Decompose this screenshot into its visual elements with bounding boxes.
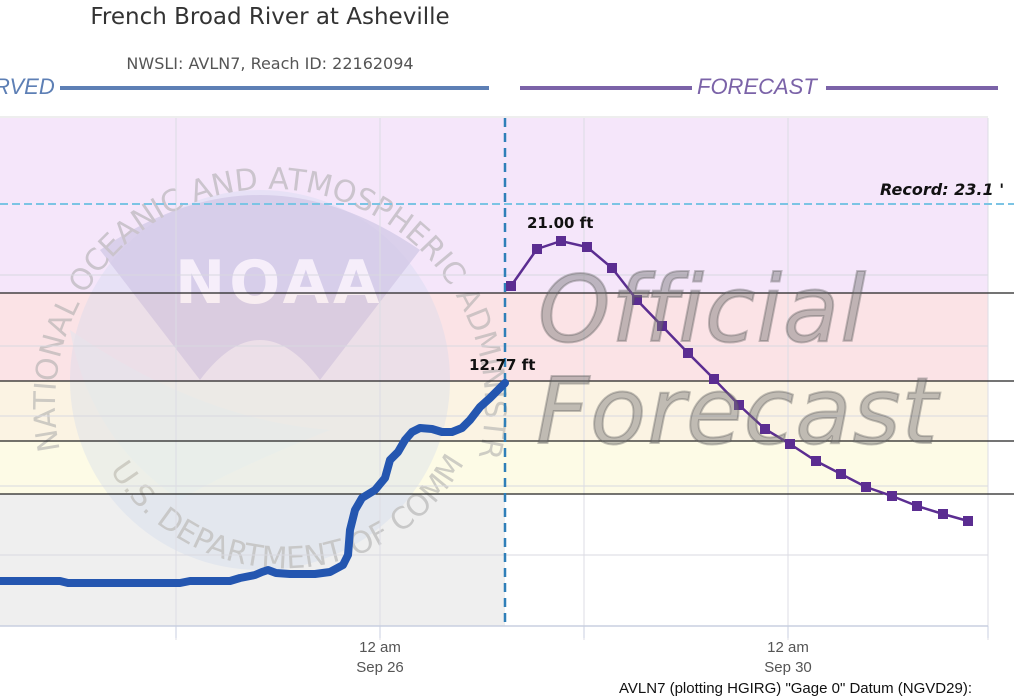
- observed-stage-line: [0, 379, 509, 587]
- svg-text:NOAA: NOAA: [175, 248, 383, 318]
- moderate-flood-band: [0, 293, 988, 381]
- record-label: Record: 23.1 ': [880, 180, 1005, 199]
- x-tick-sep26: 12 am Sep 26: [340, 638, 420, 678]
- datum-info: AVLN7 (plotting HGIRG) "Gage 0" Datum (N…: [619, 680, 972, 697]
- forecast-peak-label: 21.00 ft: [527, 214, 594, 232]
- observed-last-label: 12.77 ft: [469, 356, 536, 374]
- forecast-rule-left: [520, 86, 692, 90]
- observed-rule: [60, 86, 489, 90]
- official-watermark: Official: [537, 255, 867, 364]
- forecast-watermark: Forecast: [535, 357, 939, 466]
- chart-subtitle: NWSLI: AVLN7, Reach ID: 22162094: [126, 54, 414, 73]
- observed-section-label: RVED: [0, 74, 55, 99]
- chart-title: French Broad River at Asheville: [90, 4, 450, 30]
- x-tick-date: Sep 30: [764, 659, 812, 676]
- x-tick-time: 12 am: [359, 639, 401, 656]
- forecast-rule-right: [826, 86, 998, 90]
- action-band: [0, 441, 988, 494]
- horizontal-gridlines: [0, 274, 988, 556]
- x-tick-time: 12 am: [767, 639, 809, 656]
- x-tick-date: Sep 26: [356, 659, 404, 676]
- forecast-markers: [506, 236, 973, 526]
- major-flood-band: [0, 118, 988, 293]
- observed-below-band: [0, 494, 505, 626]
- x-tick-sep30: 12 am Sep 30: [748, 638, 828, 678]
- forecast-section-label: FORECAST: [697, 74, 817, 99]
